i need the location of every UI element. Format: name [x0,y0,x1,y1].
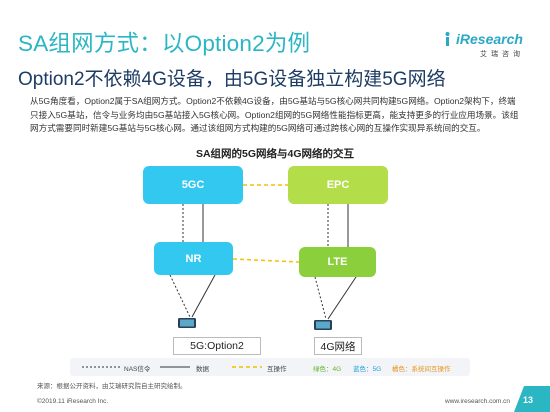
legend-interop-label: 互操作 [267,366,287,373]
data-line-lte-device [327,276,357,320]
page-badge-icon [514,386,550,412]
phone-icon [178,318,196,328]
legend-orange-label: 橘色：系统间互操作 [392,366,451,373]
footer-copyright: ©2019.11 iResearch Inc. [37,398,109,405]
node-lte: LTE [299,247,376,277]
page-title: SA组网方式：以Option2为例 [18,31,311,56]
page-number: 13 [523,395,534,405]
node-5gc: 5GC [143,166,243,204]
device-label-4g: 4G网络 [314,337,362,355]
device-label-5g: 5G:Option2 [173,337,261,355]
page-subtitle: Option2不依赖4G设备，由5G设备独立构建5G网络 [18,69,446,90]
legend-data-label: 数据 [196,366,209,373]
data-line-nr-device [191,274,216,318]
node-epc: EPC [288,166,388,204]
legend-blue-label: 蓝色：5G [353,366,382,373]
logo-mark-icon [445,32,450,46]
node-nr: NR [154,242,233,275]
body-paragraph: 从5G角度看，Option2属于SA组网方式。Option2不依赖4G设备，由5… [30,96,519,134]
diagram-legend [70,358,470,376]
logo-text: iResearch [456,31,523,47]
footer-url: www.iresearch.com.cn [445,398,511,405]
legend-green-label: 绿色：4G [313,366,342,373]
diagram-title: SA组网的5G网络与4G网络的交互 [195,148,355,160]
logo-subtext: 艾瑞咨询 [480,51,524,58]
source-note: 来源：根据公开资料，由艾瑞研究院自主研究绘制。 [37,383,187,390]
iresearch-logo: iResearch 艾瑞咨询 [438,31,530,67]
nas-line-lte-device [314,276,327,320]
legend-nas-label: NAS信令 [124,366,151,373]
phone-icon [314,320,332,330]
